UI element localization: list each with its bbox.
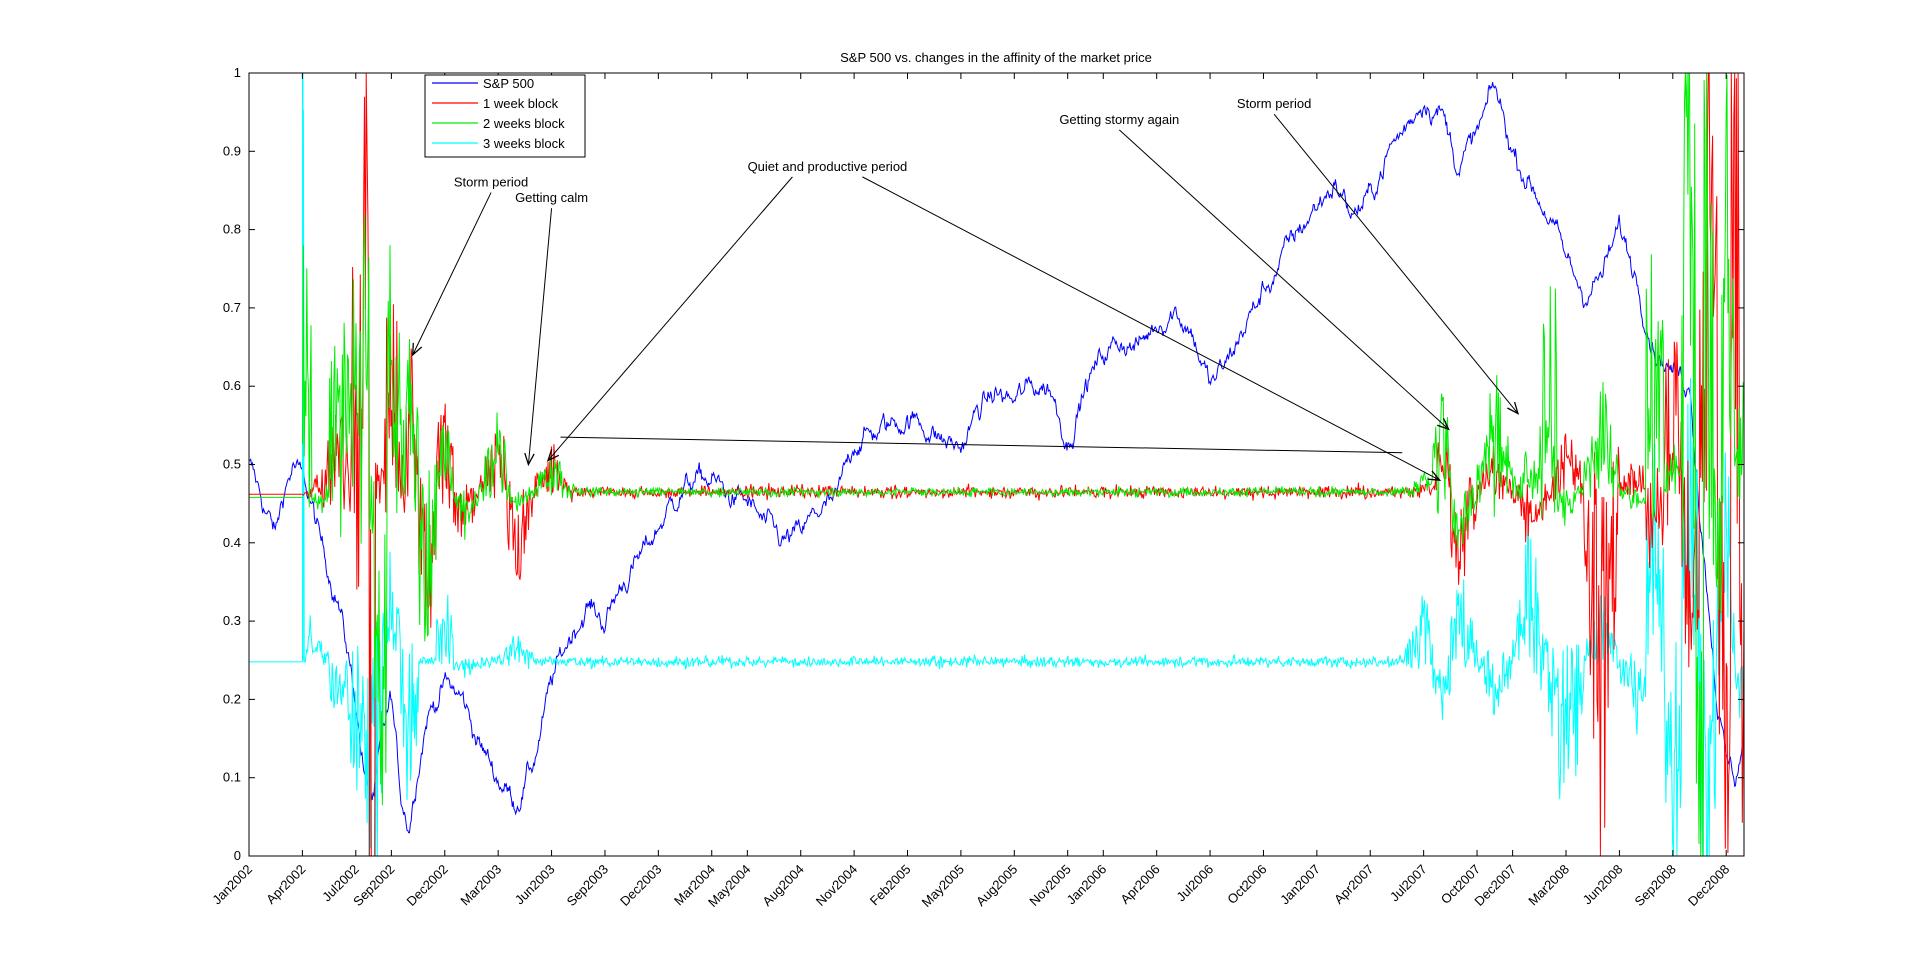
annotation-label: Getting stormy again [1059, 112, 1179, 127]
y-tick-label: 0 [234, 848, 241, 863]
annotation-arrow-head [1436, 418, 1450, 431]
y-tick-label: 1 [234, 65, 241, 80]
y-tick-label: 0.8 [223, 222, 241, 237]
annotation-arrow-head [1427, 470, 1442, 481]
x-tick-label: Dec2003 [617, 862, 664, 909]
annotation-label: Quiet and productive period [748, 159, 908, 174]
x-tick-label: Dec2002 [403, 862, 450, 909]
annotation-arrow [862, 176, 1440, 481]
annotation-arrow-head [1507, 401, 1520, 415]
x-tick-label: Aug2004 [759, 862, 806, 909]
annotation-arrow [412, 192, 492, 356]
x-tick-label: Jan2007 [1277, 862, 1323, 908]
x-tick-label: Jan2002 [209, 862, 255, 908]
x-tick-label: Oct2006 [1224, 862, 1269, 907]
x-tick-label: Jul2006 [1173, 862, 1216, 905]
series-line-0 [249, 82, 1744, 834]
annotation-label: Storm period [1237, 96, 1311, 111]
y-tick-label: 0.1 [223, 770, 241, 785]
chart-title: S&P 500 vs. changes in the affinity of t… [840, 50, 1152, 65]
annotation-line [560, 436, 1403, 454]
annotation-arrow-head [546, 448, 560, 462]
y-tick-label: 0.5 [223, 457, 241, 472]
x-tick-label: Sep2003 [564, 862, 611, 909]
series-line-3 [302, 109, 1744, 856]
x-tick-label: Apr2002 [263, 862, 308, 907]
x-tick-label: Mar2008 [1525, 862, 1572, 909]
y-tick-label: 0.3 [223, 613, 241, 628]
plot-area [249, 73, 1744, 856]
annotation-arrow [547, 176, 793, 461]
y-tick-label: 0.7 [223, 300, 241, 315]
annotation-arrow [527, 208, 553, 465]
y-tick-label: 0.6 [223, 378, 241, 393]
annotation-arrow [1118, 129, 1449, 430]
legend-label: 3 weeks block [483, 136, 565, 151]
x-tick-label: Jun2008 [1580, 862, 1626, 908]
annotation-arrow-head [411, 342, 423, 357]
x-tick-label: Dec2008 [1685, 862, 1732, 909]
y-tick-label: 0.4 [223, 535, 241, 550]
series-layer [249, 73, 1744, 856]
annotation-arrow-head [524, 452, 535, 467]
x-tick-label: Mar2003 [457, 862, 504, 909]
y-tick-label: 0.9 [223, 143, 241, 158]
x-tick-label: Apr2007 [1331, 862, 1376, 907]
legend-label: S&P 500 [483, 76, 534, 91]
x-tick-label: Nov2004 [813, 862, 860, 909]
x-tick-label: Jul2007 [1387, 862, 1430, 905]
legend: S&P 500 1 week block 2 weeks block 3 weeks … [424, 74, 586, 158]
x-tick-label: Aug2005 [973, 862, 1020, 909]
legend-label: 2 weeks block [483, 116, 565, 131]
x-tick-label: May2005 [919, 862, 967, 910]
annotation-arrow [1273, 113, 1519, 414]
annotation-label: Getting calm [515, 190, 588, 205]
legend-label: 1 week block [483, 96, 559, 111]
x-tick-label: Jun2003 [512, 862, 558, 908]
x-tick-label: Sep2008 [1632, 862, 1679, 909]
x-tick-label: Jan2006 [1064, 862, 1110, 908]
series-line-2 [302, 73, 1744, 856]
y-tick-label: 0.2 [223, 691, 241, 706]
x-tick-label: Apr2006 [1117, 862, 1162, 907]
annotation-label: Storm period [454, 175, 528, 190]
x-tick-label: Nov2005 [1026, 862, 1073, 909]
x-tick-label: Feb2005 [867, 862, 914, 909]
